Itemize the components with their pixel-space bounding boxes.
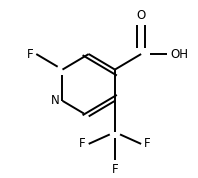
Text: F: F <box>144 137 150 150</box>
Text: F: F <box>112 163 118 176</box>
Text: N: N <box>50 94 59 107</box>
Text: O: O <box>136 9 146 22</box>
Text: F: F <box>27 48 33 61</box>
Text: F: F <box>79 137 86 150</box>
Text: OH: OH <box>170 48 188 61</box>
